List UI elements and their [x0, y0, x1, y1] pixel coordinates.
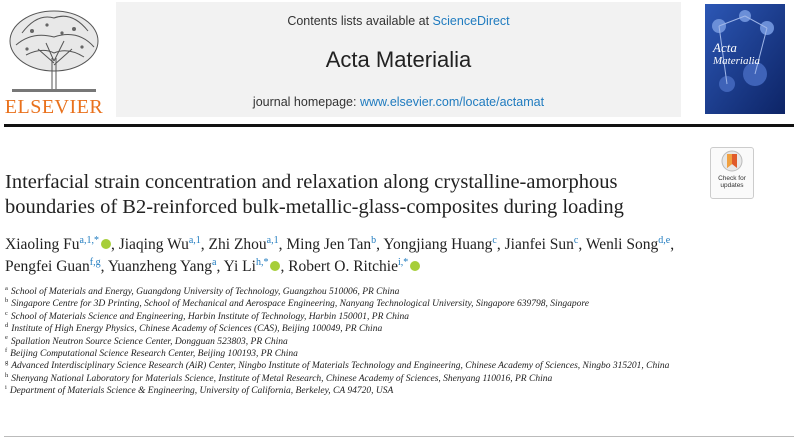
affiliation-item: g Advanced Interdisciplinary Science Rese… — [5, 360, 785, 372]
affiliation-item: h Shenyang National Laboratory for Materi… — [5, 371, 785, 385]
cover-title-line2: Materialia — [712, 55, 761, 67]
author-affiliation-marker[interactable]: a,1,* — [79, 234, 99, 246]
author-name[interactable]: Yi Li — [223, 258, 256, 275]
author-name[interactable]: Pengfei Guan — [5, 258, 90, 275]
affiliation-text: Department of Materials Science & Engine… — [9, 386, 394, 397]
journal-homepage-link[interactable]: www.elsevier.com/locate/actamat — [359, 95, 545, 109]
affiliation-key: e — [5, 334, 8, 342]
contents-prefix: Contents lists available at — [287, 14, 433, 28]
author-affiliation-marker[interactable]: f,g — [89, 256, 101, 268]
journal-title: Acta Materialia — [325, 47, 472, 72]
author-name[interactable]: Jianfei Sun — [504, 236, 574, 253]
author[interactable]: Xiaoling Fua,1,* — [5, 234, 111, 253]
affiliation-item: i Department of Materials Science & Engin… — [5, 384, 785, 397]
author[interactable]: Yi Lih,* — [223, 256, 281, 275]
affiliation-text: Beijing Computational Science Research C… — [10, 349, 298, 360]
affiliation-key: g — [5, 359, 9, 367]
publisher-name: ELSEVIER — [4, 96, 104, 118]
header-rule — [4, 124, 794, 127]
elsevier-tree-logo — [2, 3, 106, 95]
author-name[interactable]: Jiaqing Wu — [118, 236, 189, 253]
author[interactable]: Wenli Songd,e — [585, 234, 671, 253]
affiliation-key: b — [5, 297, 9, 305]
cover-title-line1: Acta — [712, 40, 737, 55]
author-name[interactable]: Yuanzheng Yang — [107, 258, 213, 275]
affiliation-key: i — [5, 384, 7, 392]
author-affiliation-marker[interactable]: h,* — [255, 256, 269, 268]
author[interactable]: Yuanzheng Yanga — [107, 256, 217, 275]
sciencedirect-link[interactable]: ScienceDirect — [432, 14, 510, 28]
affiliation-text: Singapore Centre for 3D Printing, School… — [11, 299, 589, 310]
affiliation-key: a — [5, 284, 8, 292]
affiliation-key: d — [5, 322, 9, 330]
journal-banner: Contents lists available at ScienceDirec… — [116, 2, 681, 117]
author-name[interactable]: Robert O. Ritchie — [288, 258, 398, 275]
orcid-icon[interactable] — [100, 239, 111, 250]
author-name[interactable]: Yongjiang Huang — [383, 236, 493, 253]
bookmark-icon — [721, 150, 743, 172]
author-affiliation-marker[interactable]: i,* — [397, 256, 409, 268]
affiliation-text: Spallation Neutron Source Science Center… — [10, 336, 288, 347]
author[interactable]: Zhi Zhoua,1 — [208, 234, 279, 253]
author[interactable]: Ming Jen Tanb — [286, 234, 377, 253]
affiliation-key: h — [5, 371, 9, 379]
affiliation-item: f Beijing Computational Science Research … — [5, 346, 785, 360]
author-affiliation-marker[interactable]: b — [371, 234, 377, 246]
affiliation-item: e Spallation Neutron Source Science Cente… — [5, 334, 785, 348]
author[interactable]: Yongjiang Huangc — [383, 234, 497, 253]
affiliation-text: Institute of High Energy Physics, Chines… — [11, 324, 383, 335]
affiliation-item: b Singapore Centre for 3D Printing, Schoo… — [5, 298, 785, 310]
affiliation-key: c — [5, 309, 8, 317]
check-for-updates-badge[interactable]: Check for updates — [710, 147, 754, 199]
author-affiliation-marker[interactable]: a — [212, 256, 217, 268]
affiliation-item: a School of Materials and Energy, Guangdo… — [5, 284, 785, 298]
author[interactable]: Pengfei Guanf,g — [5, 256, 101, 275]
author-affiliation-marker[interactable]: c — [573, 234, 579, 246]
contents-line: Contents lists available at ScienceDirec… — [116, 14, 681, 28]
affiliation-list: a School of Materials and Energy, Guangdo… — [5, 284, 785, 398]
orcid-icon[interactable] — [270, 261, 281, 272]
journal-header: ELSEVIER Contents lists available at Sci… — [0, 0, 800, 125]
author-list: Xiaoling Fua,1,*, Jiaqing Wua,1, Zhi Zho… — [5, 234, 675, 275]
bottom-rule — [4, 436, 794, 437]
author-name[interactable]: Xiaoling Fu — [5, 236, 80, 253]
affiliation-text: Shenyang National Laboratory for Materia… — [11, 373, 553, 384]
article-title: Interfacial strain concentration and rel… — [5, 171, 624, 218]
author-affiliation-marker[interactable]: a,1 — [266, 234, 279, 246]
affiliation-key: f — [5, 346, 8, 354]
affiliation-text: School of Materials Science and Engineer… — [10, 311, 409, 322]
author[interactable]: Jianfei Sunc — [504, 234, 579, 253]
affiliation-item: d Institute of High Energy Physics, Chine… — [5, 322, 785, 335]
affiliation-item: c School of Materials Science and Enginee… — [5, 309, 785, 323]
author[interactable]: Jiaqing Wua,1 — [118, 234, 201, 253]
orcid-icon[interactable] — [410, 261, 421, 272]
author-affiliation-marker[interactable]: d,e — [658, 234, 671, 246]
journal-cover-image[interactable]: Acta Materialia — [705, 4, 785, 114]
author[interactable]: Robert O. Ritchiei,* — [288, 256, 421, 275]
homepage-prefix: journal homepage: — [252, 95, 360, 109]
affiliation-text: Advanced Interdisciplinary Science Resea… — [11, 361, 670, 372]
homepage-line: journal homepage: www.elsevier.com/locat… — [116, 95, 681, 109]
author-affiliation-marker[interactable]: a,1 — [188, 234, 201, 246]
affiliation-text: School of Materials and Energy, Guangdon… — [10, 287, 400, 297]
author-name[interactable]: Ming Jen Tan — [286, 236, 372, 253]
check-for-updates-label: Check for updates — [718, 175, 746, 189]
author-affiliation-marker[interactable]: c — [492, 234, 497, 246]
author-name[interactable]: Zhi Zhou — [208, 236, 267, 253]
author-name[interactable]: Wenli Song — [585, 236, 659, 253]
